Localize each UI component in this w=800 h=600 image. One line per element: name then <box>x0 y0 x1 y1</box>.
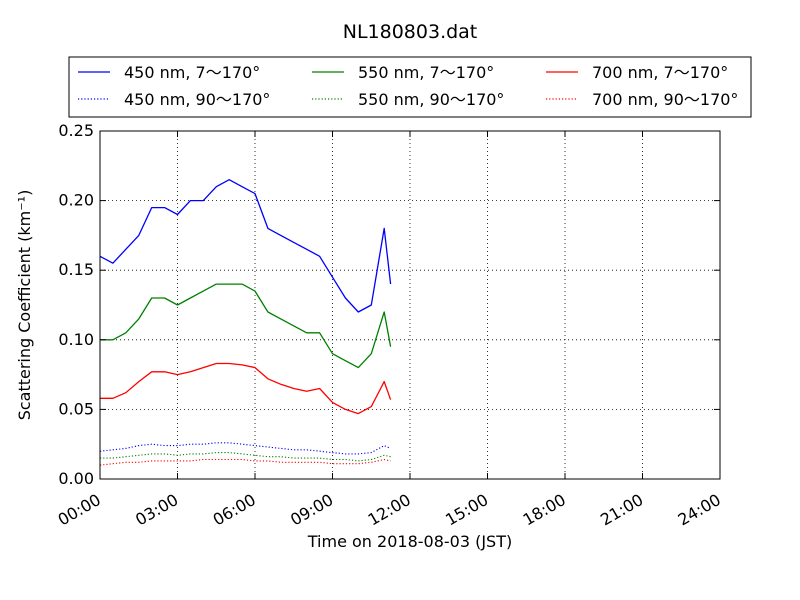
y-tick-label: 0.05 <box>58 399 94 418</box>
series-lines <box>99 179 392 466</box>
chart-title: NL180803.dat <box>343 21 478 43</box>
series-line-0 <box>99 179 392 313</box>
legend-box <box>68 56 752 118</box>
series-line-2 <box>100 362 392 415</box>
y-tick-label: 0.10 <box>58 330 94 349</box>
legend-label-3: 450 nm, 90～170° <box>124 90 270 109</box>
legend-label-2: 700 nm, 7～170° <box>592 63 728 82</box>
y-tick-label: 0.25 <box>58 121 94 140</box>
y-tick-label: 0.15 <box>58 260 94 279</box>
legend-label-0: 450 nm, 7～170° <box>124 63 260 82</box>
x-axis-label: Time on 2018-08-03 (JST) <box>307 532 512 551</box>
y-tick-label: 0.00 <box>58 469 94 488</box>
series-line-1 <box>100 283 392 369</box>
legend: 450 nm, 7～170° 550 nm, 7～170° 700 nm, 7～17… <box>78 63 738 109</box>
legend-label-5: 700 nm, 90～170° <box>592 90 738 109</box>
y-axis-label: Scattering Coefficient (km⁻¹) <box>15 190 34 421</box>
y-tick-label: 0.20 <box>58 191 94 210</box>
legend-label-4: 550 nm, 90～170° <box>358 90 504 109</box>
legend-label-1: 550 nm, 7～170° <box>358 63 494 82</box>
